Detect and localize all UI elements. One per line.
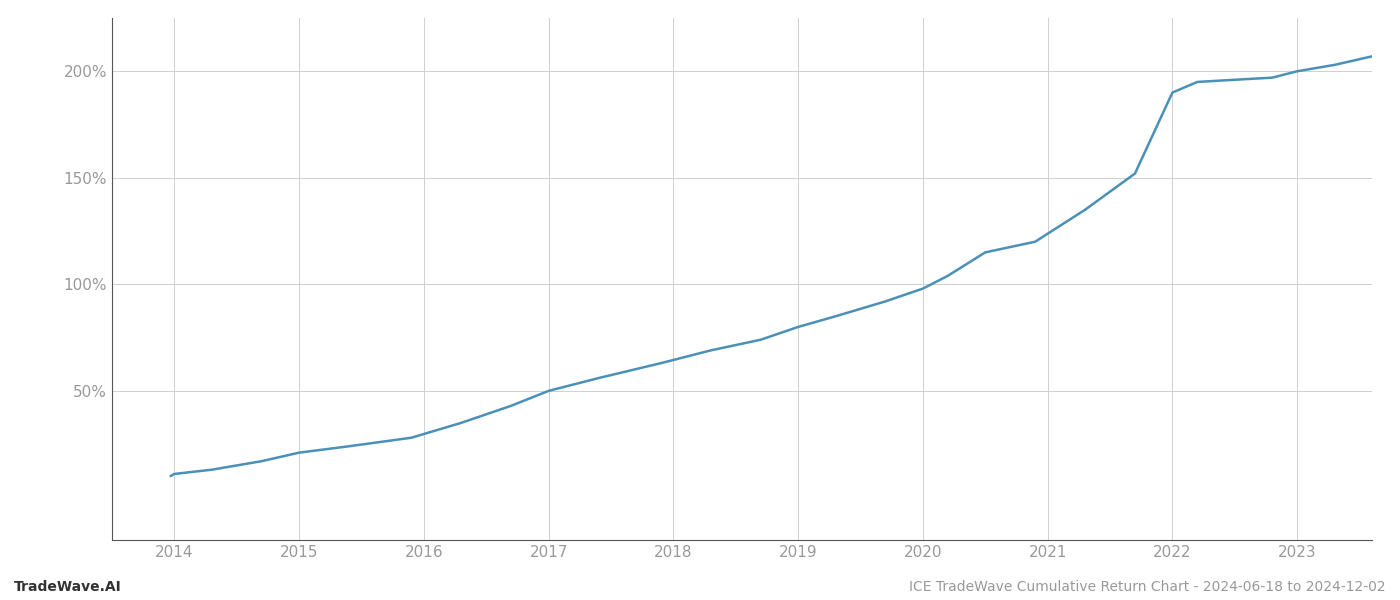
Text: ICE TradeWave Cumulative Return Chart - 2024-06-18 to 2024-12-02: ICE TradeWave Cumulative Return Chart - …: [910, 580, 1386, 594]
Text: TradeWave.AI: TradeWave.AI: [14, 580, 122, 594]
